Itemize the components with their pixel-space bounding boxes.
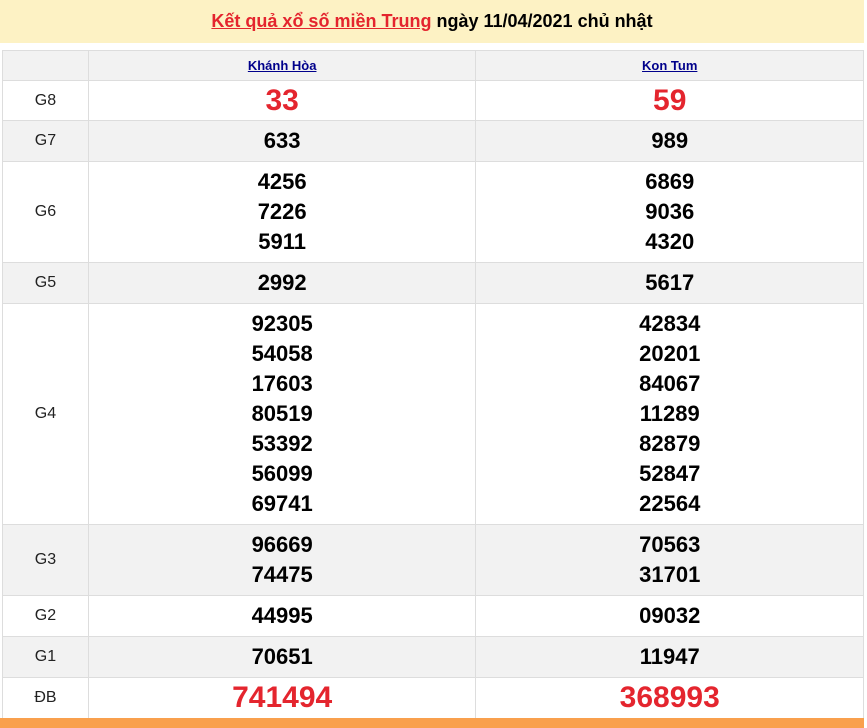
prize-cell: 44995 — [87, 595, 477, 637]
prize-number: 44995 — [251, 603, 313, 628]
prize-number: 368993 — [619, 681, 720, 714]
prize-row: G7 633 989 — [2, 120, 864, 162]
prize-cell: 09032 — [475, 595, 864, 637]
province-link-khanh-hoa[interactable]: Khánh Hòa — [247, 57, 317, 73]
page-title: Kết quả xổ số miền Trung ngày 11/04/2021… — [0, 0, 864, 43]
title-date: ngày 11/04/2021 chủ nhật — [431, 11, 653, 31]
prize-number: 633 — [263, 128, 301, 153]
prize-cell: 59 — [475, 80, 864, 121]
prize-number: 96669 — [251, 532, 313, 557]
prize-row: ĐB 741494 368993 — [2, 677, 864, 719]
header-row: Khánh Hòa Kon Tum — [2, 50, 864, 81]
prize-label: G7 — [2, 120, 89, 162]
prize-cell: 368993 — [475, 677, 864, 719]
prize-row: G2 44995 09032 — [2, 595, 864, 637]
prize-number: 70651 — [251, 644, 313, 669]
prize-number: 11289 — [639, 401, 700, 426]
prize-row: G6 4256 7226 5911 6869 9036 4320 — [2, 161, 864, 263]
prize-label: ĐB — [2, 677, 89, 719]
prize-row: G3 96669 74475 70563 31701 — [2, 524, 864, 596]
prize-number: 22564 — [639, 491, 701, 516]
prize-number: 84067 — [639, 371, 701, 396]
prize-number: 74475 — [251, 562, 313, 587]
prize-cell: 6869 9036 4320 — [475, 161, 864, 263]
prize-cell: 5617 — [475, 262, 864, 304]
prize-number: 4256 — [257, 169, 307, 194]
prize-number: 989 — [651, 128, 689, 153]
prize-number: 741494 — [232, 681, 333, 714]
prize-label: G3 — [2, 524, 89, 596]
prize-cell: 633 — [87, 120, 477, 162]
prize-number: 42834 — [639, 311, 701, 336]
prize-number: 5617 — [645, 270, 695, 295]
province-link-kon-tum[interactable]: Kon Tum — [642, 57, 698, 73]
prize-cell: 96669 74475 — [87, 524, 477, 596]
prize-cell: 4256 7226 5911 — [87, 161, 477, 263]
prize-cell: 11947 — [475, 636, 864, 678]
prize-number: 2992 — [257, 270, 307, 295]
prize-number: 6869 — [645, 169, 695, 194]
prize-number: 52847 — [639, 461, 701, 486]
prize-row: G4 92305 54058 17603 80519 53392 56099 69741 428… — [2, 303, 864, 525]
prize-cell: 989 — [475, 120, 864, 162]
prize-row: G8 33 59 — [2, 80, 864, 121]
footer-bar — [0, 718, 864, 728]
prize-number: 59 — [653, 83, 687, 117]
prize-cell: 2992 — [87, 262, 477, 304]
prize-number: 09032 — [639, 603, 701, 628]
prize-number: 11947 — [639, 644, 700, 669]
region-link[interactable]: Kết quả xổ số miền Trung — [211, 11, 432, 31]
prize-number: 69741 — [251, 491, 313, 516]
prize-row: G5 2992 5617 — [2, 262, 864, 304]
prize-label: G8 — [2, 80, 89, 121]
prize-label: G5 — [2, 262, 89, 304]
prize-label: G2 — [2, 595, 89, 637]
prize-number: 4320 — [645, 229, 695, 254]
prize-cell: 70563 31701 — [475, 524, 864, 596]
prize-label: G6 — [2, 161, 89, 263]
prize-number: 31701 — [639, 562, 701, 587]
prize-row: G1 70651 11947 — [2, 636, 864, 678]
results-table: Khánh Hòa Kon Tum G8 33 59 G7 633 989 G6 4256 72… — [2, 50, 864, 719]
prize-number: 53392 — [251, 431, 313, 456]
prize-number: 54058 — [251, 341, 313, 366]
prize-number: 7226 — [257, 199, 307, 224]
prize-label: G4 — [2, 303, 89, 525]
prize-number: 56099 — [251, 461, 313, 486]
prize-number: 80519 — [251, 401, 313, 426]
prize-cell: 42834 20201 84067 11289 82879 52847 22564 — [475, 303, 864, 525]
prize-number: 9036 — [645, 199, 695, 224]
prize-number: 92305 — [251, 311, 313, 336]
prize-number: 82879 — [639, 431, 701, 456]
prize-number: 70563 — [639, 532, 701, 557]
prize-number: 33 — [265, 83, 299, 117]
prize-number: 20201 — [639, 341, 701, 366]
prize-number: 17603 — [251, 371, 313, 396]
prize-label: G1 — [2, 636, 89, 678]
prize-cell: 70651 — [87, 636, 477, 678]
prize-cell: 33 — [87, 80, 477, 121]
prize-cell: 92305 54058 17603 80519 53392 56099 69741 — [87, 303, 477, 525]
prize-cell: 741494 — [87, 677, 477, 719]
prize-number: 5911 — [258, 229, 307, 254]
